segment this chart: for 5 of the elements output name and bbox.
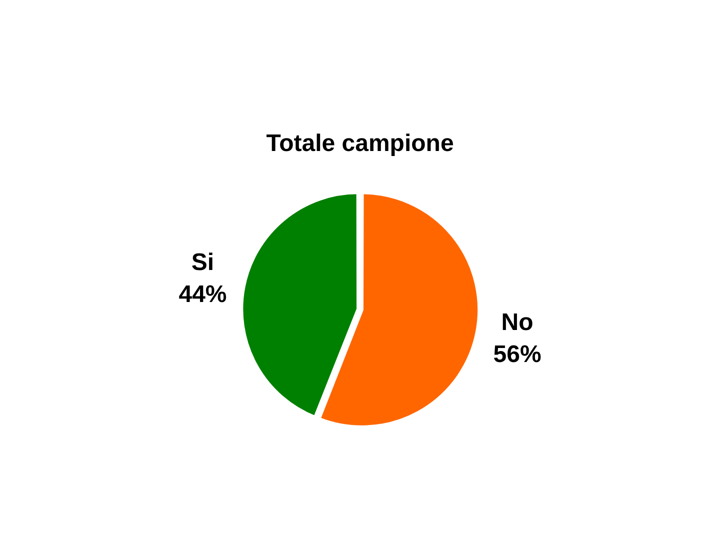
- slice-label: No: [501, 309, 534, 336]
- data-label: 44%: [178, 281, 227, 308]
- slice-label: Si: [191, 249, 214, 276]
- chart-title: Totale campione: [266, 130, 454, 158]
- data-label: 56%: [493, 341, 542, 368]
